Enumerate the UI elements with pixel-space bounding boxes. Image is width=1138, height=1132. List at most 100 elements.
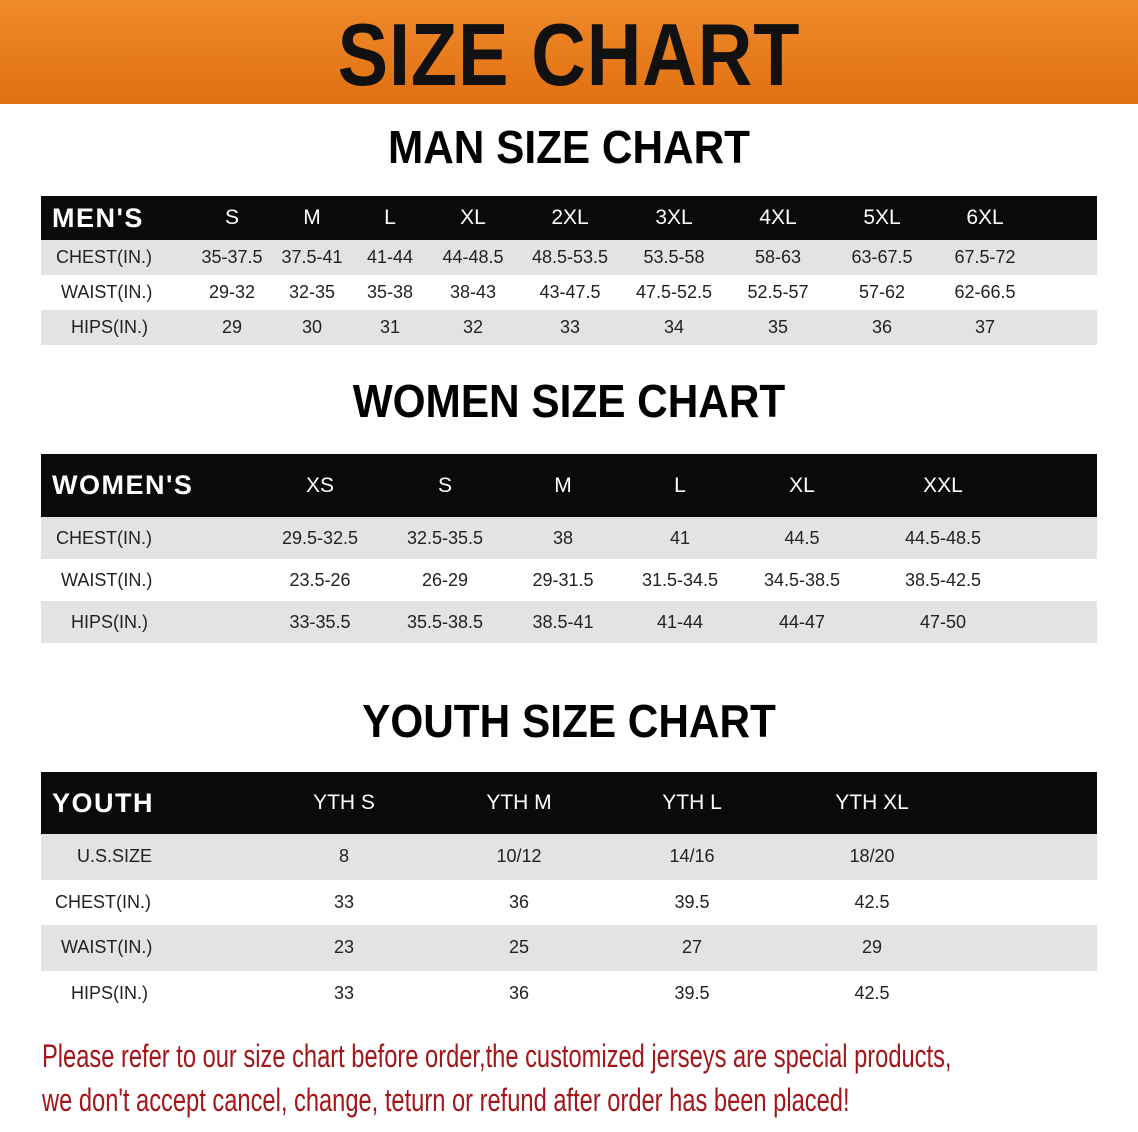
measurement-value: 42.5 [854,891,890,912]
table-row: U.S.SIZE 8 10/12 14/16 18/20 [41,834,1097,880]
women-section-title: WOMEN SIZE CHART [352,375,786,427]
measurement-value: 33 [333,982,355,1003]
measurement-value: 25 [508,937,530,958]
youth-section-title: YOUTH SIZE CHART [362,695,776,747]
measurement-value: 32-35 [288,282,336,302]
measurement-label: CHEST(IN.) [56,247,152,267]
measurement-value: 35 [767,317,789,337]
measurement-value: 35.5-38.5 [406,611,484,632]
size-column-header: 5XL [863,206,901,229]
measurement-value: 35-38 [366,282,414,302]
measurement-value: 32.5-35.5 [406,527,484,548]
measurement-value: 31.5-34.5 [641,569,719,590]
measurement-value: 31 [379,317,401,337]
measurement-value: 39.5 [674,891,710,912]
size-column-header: M [554,473,572,497]
measurement-value: 41-44 [366,247,414,267]
size-column-header: S [224,206,239,229]
measurement-value: 44-47 [778,611,826,632]
table-row: HIPS(IN.) 33-35.5 35.5-38.5 38.5-41 41-44 44-… [41,601,1097,643]
size-column-header: YTH L [662,791,722,814]
measurement-value: 41-44 [656,611,704,632]
table-row: WAIST(IN.) 23 25 27 29 [41,925,1097,971]
measurement-value: 47.5-52.5 [635,282,713,302]
measurement-label: HIPS(IN.) [71,611,149,632]
size-column-header: XXL [923,473,963,497]
measurement-label: HIPS(IN.) [71,317,149,337]
size-column-header: XL [460,206,486,229]
size-column-header: 6XL [966,206,1004,229]
youth-header-row: YOUTH YTH S YTH M YTH L YTH XL [41,772,1097,834]
measurement-label: CHEST(IN.) [56,527,152,548]
measurement-value: 34.5-38.5 [763,569,841,590]
measurement-value: 18/20 [849,846,895,867]
measurement-value: 36 [508,982,530,1003]
measurement-value: 36 [871,317,893,337]
size-column-header: S [437,473,452,497]
measurement-value: 33 [559,317,581,337]
measurement-label: CHEST(IN.) [55,891,151,912]
measurement-value: 44-48.5 [442,247,504,267]
measurement-label: HIPS(IN.) [71,982,149,1003]
measurement-value: 32 [462,317,484,337]
size-column-header: 2XL [551,206,589,229]
measurement-value: 27 [681,937,703,958]
table-row: WAIST(IN.) 29-32 32-35 35-38 38-43 43-47.5 47.… [41,275,1097,310]
banner-title: SIZE CHART [337,5,801,104]
measurement-value: 52.5-57 [747,282,809,302]
measurement-value: 44.5-48.5 [904,527,982,548]
measurement-label: WAIST(IN.) [61,282,153,302]
size-column-header: YTH S [313,791,375,814]
table-row: CHEST(IN.) 33 36 39.5 42.5 [41,879,1097,925]
measurement-value: 42.5 [854,982,890,1003]
measurement-value: 29.5-32.5 [281,527,359,548]
size-column-header: M [303,206,321,229]
order-notice-line-1: Please refer to our size chart before or… [42,1038,952,1074]
measurement-value: 38-43 [449,282,497,302]
measurement-value: 8 [338,846,349,867]
measurement-value: 33 [333,891,355,912]
table-row: HIPS(IN.) 33 36 39.5 42.5 [41,970,1097,1016]
order-notice-line-2: we don't accept cancel, change, teturn o… [42,1082,850,1118]
measurement-value: 58-63 [754,247,802,267]
measurement-value: 38.5-41 [532,611,594,632]
measurement-value: 29-32 [208,282,256,302]
table-label-header: WOMEN'S [52,470,194,500]
size-column-header: L [674,473,686,497]
measurement-value: 43-47.5 [539,282,601,302]
measurement-value: 53.5-58 [643,247,705,267]
women-size-table: WOMEN'S XS S M L XL XXL CHEST(IN.) 29.5-32.5 32.5… [41,454,1097,643]
size-column-header: XS [305,473,334,497]
measurement-label: WAIST(IN.) [61,569,153,590]
measurement-value: 29-31.5 [532,569,594,590]
measurement-value: 26-29 [421,569,469,590]
table-label-header: MEN'S [52,202,144,233]
measurement-value: 62-66.5 [954,282,1016,302]
measurement-value: 37 [974,317,996,337]
measurement-value: 48.5-53.5 [531,247,609,267]
measurement-value: 44.5 [784,527,820,548]
measurement-value: 23 [333,937,355,958]
measurement-value: 57-62 [858,282,906,302]
men-size-table: MEN'S S M L XL 2XL 3XL 4XL 5XL 6XL CHEST(IN.) 35-37… [41,196,1097,345]
measurement-value: 29 [861,937,883,958]
measurement-value: 34 [663,317,685,337]
measurement-label: U.S.SIZE [77,846,153,867]
measurement-value: 47-50 [919,611,967,632]
men-header-row: MEN'S S M L XL 2XL 3XL 4XL 5XL 6XL [41,196,1097,240]
size-column-header: YTH XL [835,791,909,814]
size-column-header: XL [789,473,815,497]
measurement-value: 33-35.5 [289,611,351,632]
measurement-value: 30 [301,317,323,337]
measurement-value: 38.5-42.5 [904,569,982,590]
measurement-value: 35-37.5 [201,247,263,267]
measurement-value: 23.5-26 [289,569,351,590]
measurement-value: 14/16 [669,846,715,867]
measurement-value: 67.5-72 [954,247,1016,267]
size-column-header: YTH M [486,791,552,814]
measurement-value: 10/12 [496,846,542,867]
size-column-header: 3XL [655,206,693,229]
size-column-header: L [384,206,396,229]
table-label-header: YOUTH [52,787,154,818]
men-section-title: MAN SIZE CHART [387,121,751,173]
